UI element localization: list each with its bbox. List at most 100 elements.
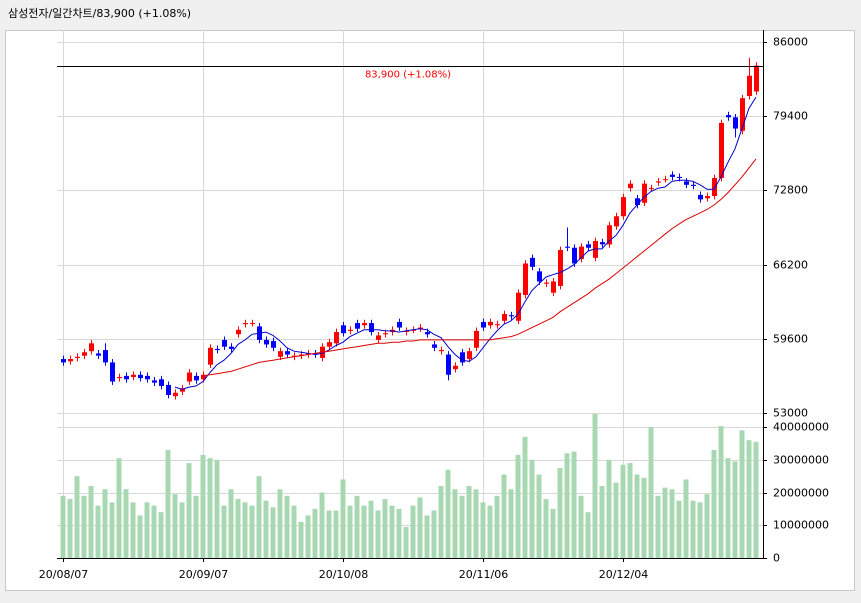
candle-body [488, 321, 493, 326]
candle-body [509, 315, 514, 317]
candle-body [411, 329, 416, 331]
volume-bar [375, 510, 381, 558]
volume-bar [368, 500, 374, 558]
volume-bar [81, 495, 87, 558]
volume-bar [249, 505, 255, 558]
candle-body [180, 388, 185, 392]
volume-bar [606, 459, 612, 558]
y-tick-label: 40000000 [773, 421, 829, 434]
candle-body [642, 183, 647, 203]
candle-body [194, 375, 199, 381]
volume-bar [340, 479, 346, 558]
volume-bar [361, 505, 367, 558]
volume-bar [522, 436, 528, 558]
volume-bar [543, 499, 549, 558]
volume-bar [613, 482, 619, 558]
candle-body [439, 350, 444, 352]
volume-bar [179, 502, 185, 558]
volume-bar [753, 441, 759, 558]
candle-body [131, 374, 136, 378]
candle-body [124, 375, 129, 380]
candle-body [187, 372, 192, 382]
y-tick-label: 86000 [773, 36, 808, 49]
candle-body [733, 117, 738, 129]
volume-bar [382, 499, 388, 558]
candle-body [397, 321, 402, 328]
volume-bar [459, 495, 465, 558]
volume-bar [627, 463, 633, 558]
candle-body [61, 359, 66, 363]
candle-body [243, 323, 248, 325]
volume-bar [410, 505, 416, 558]
volume-bar [102, 489, 108, 558]
volume-bar [725, 458, 731, 558]
volume-bar [137, 515, 143, 558]
volume-bar [669, 489, 675, 558]
candle-body [628, 183, 633, 189]
candle-body [222, 339, 227, 347]
candle-body [530, 257, 535, 267]
candle-body [663, 179, 668, 181]
candle-body [600, 242, 605, 245]
candle-body [544, 282, 549, 284]
candle-body [474, 330, 479, 348]
y-tick-label: 66200 [773, 259, 808, 272]
volume-bar [445, 469, 451, 558]
candle-body [215, 348, 220, 351]
candle-body [103, 350, 108, 363]
volume-bar [319, 492, 325, 558]
volume-bar [186, 463, 192, 558]
volume-bar [158, 512, 164, 558]
volume-bar [200, 454, 206, 558]
volume-bar [298, 521, 304, 558]
candle-body [236, 329, 241, 335]
volume-bar [74, 476, 80, 558]
candle-body [670, 174, 675, 177]
volume-bar [172, 494, 178, 558]
candle-body [516, 292, 521, 321]
candle-body [502, 314, 507, 321]
volume-bar [263, 500, 269, 558]
volume-bar [746, 440, 752, 558]
candle-body [264, 339, 269, 345]
volume-bar [291, 505, 297, 558]
candle-body [334, 332, 339, 344]
candle-body [404, 330, 409, 333]
volume-bar [501, 474, 507, 558]
candle-body [110, 362, 115, 382]
volume-bar [312, 508, 318, 558]
volume-bar [648, 427, 654, 558]
volume-bar [403, 526, 409, 558]
candle-body [201, 374, 206, 380]
candle-body [572, 247, 577, 264]
volume-bar [515, 454, 521, 558]
volume-bar [592, 413, 598, 558]
volume-bar [214, 459, 220, 558]
volume-bar [431, 510, 437, 558]
volume-bar [571, 451, 577, 558]
candle-body [754, 65, 759, 92]
moving-average-line [202, 158, 757, 377]
y-tick-label: 79400 [773, 110, 808, 123]
candle-body [383, 333, 388, 335]
volume-bar [557, 467, 563, 558]
volume-bar [641, 477, 647, 558]
candle-body [341, 325, 346, 334]
candle-body [250, 323, 255, 325]
candle-body [593, 240, 598, 258]
volume-bar [655, 495, 661, 558]
volume-bar [67, 499, 73, 558]
candle-body [271, 341, 276, 348]
volume-bar [473, 489, 479, 558]
candle-body [327, 342, 332, 347]
volume-bar [529, 459, 535, 558]
candle-body [740, 98, 745, 131]
candle-body [698, 194, 703, 200]
candle-body [635, 198, 640, 206]
volume-bar [634, 474, 640, 558]
volume-bar [109, 502, 115, 558]
x-tick-label: 20/12/04 [599, 568, 648, 581]
volume-bar [333, 510, 339, 558]
volume-bar [424, 515, 430, 558]
